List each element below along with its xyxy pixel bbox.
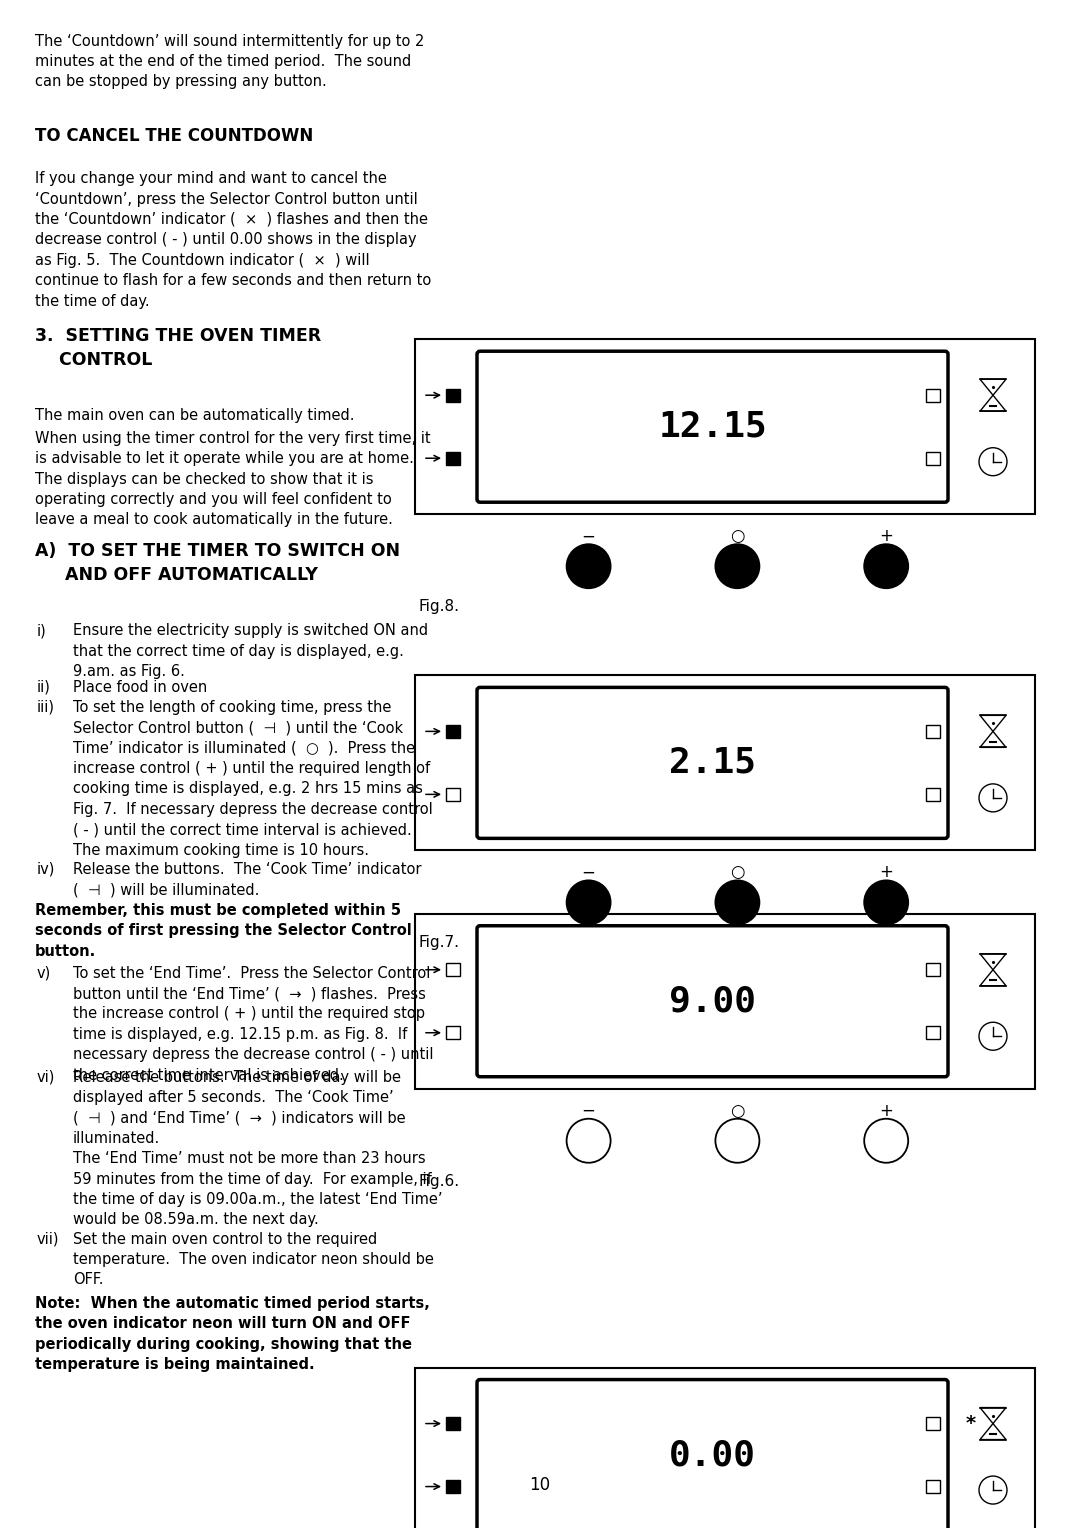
Text: Fig.8.: Fig.8. xyxy=(418,599,459,614)
Text: To set the ‘End Time’.  Press the Selector Control
button until the ‘End Time’ (: To set the ‘End Time’. Press the Selecto… xyxy=(73,966,433,1083)
Text: To set the length of cooking time, press the
Selector Control button (  ⊣  ) unt: To set the length of cooking time, press… xyxy=(73,700,433,857)
Text: ○: ○ xyxy=(730,863,744,882)
Bar xyxy=(446,724,460,738)
Circle shape xyxy=(864,544,908,588)
Text: When using the timer control for the very first time, it
is advisable to let it : When using the timer control for the ver… xyxy=(35,431,431,527)
Bar xyxy=(926,963,940,976)
Text: 9.00: 9.00 xyxy=(669,984,756,1018)
Text: 12.15: 12.15 xyxy=(658,410,767,443)
FancyBboxPatch shape xyxy=(477,351,948,503)
Text: Ensure the electricity supply is switched ON and
that the correct time of day is: Ensure the electricity supply is switche… xyxy=(73,623,428,680)
Circle shape xyxy=(978,1476,1007,1504)
Text: v): v) xyxy=(37,966,51,981)
Circle shape xyxy=(567,544,610,588)
FancyBboxPatch shape xyxy=(477,1380,948,1528)
Bar xyxy=(926,1027,940,1039)
Text: ii): ii) xyxy=(37,680,51,695)
Text: vi): vi) xyxy=(37,1070,55,1085)
Bar xyxy=(926,724,940,738)
Bar xyxy=(446,452,460,465)
Text: Remember, this must be completed within 5
seconds of first pressing the Selector: Remember, this must be completed within … xyxy=(35,903,411,960)
Text: ○: ○ xyxy=(730,527,744,545)
Bar xyxy=(446,1027,460,1039)
Circle shape xyxy=(978,448,1007,475)
Circle shape xyxy=(864,1118,908,1163)
Text: The ‘Countdown’ will sound intermittently for up to 2
minutes at the end of the : The ‘Countdown’ will sound intermittentl… xyxy=(35,34,424,90)
Text: ○: ○ xyxy=(730,1102,744,1120)
Circle shape xyxy=(978,1022,1007,1050)
Circle shape xyxy=(864,880,908,924)
Text: Set the main oven control to the required
temperature.  The oven indicator neon : Set the main oven control to the require… xyxy=(73,1232,434,1288)
FancyBboxPatch shape xyxy=(477,688,948,839)
Text: 3.  SETTING THE OVEN TIMER
    CONTROL: 3. SETTING THE OVEN TIMER CONTROL xyxy=(35,327,321,368)
Text: A)  TO SET THE TIMER TO SWITCH ON
     AND OFF AUTOMATICALLY: A) TO SET THE TIMER TO SWITCH ON AND OFF… xyxy=(35,542,400,584)
Text: +: + xyxy=(879,1102,893,1120)
Circle shape xyxy=(567,1118,610,1163)
Text: 10: 10 xyxy=(529,1476,551,1494)
Circle shape xyxy=(715,544,759,588)
Bar xyxy=(926,388,940,402)
Bar xyxy=(926,788,940,801)
Text: 0.00: 0.00 xyxy=(669,1438,756,1471)
Text: −: − xyxy=(582,1102,595,1120)
Text: *: * xyxy=(966,1413,976,1433)
Text: +: + xyxy=(879,863,893,882)
Text: Fig.6.: Fig.6. xyxy=(418,1174,459,1189)
Bar xyxy=(446,963,460,976)
Circle shape xyxy=(715,1118,759,1163)
Bar xyxy=(446,1416,460,1430)
Text: +: + xyxy=(879,527,893,545)
Text: Fig.7.: Fig.7. xyxy=(418,935,459,950)
Circle shape xyxy=(567,880,610,924)
Circle shape xyxy=(715,880,759,924)
Text: iii): iii) xyxy=(37,700,55,715)
Bar xyxy=(415,339,1035,515)
Text: TO CANCEL THE COUNTDOWN: TO CANCEL THE COUNTDOWN xyxy=(35,127,313,145)
Bar xyxy=(415,914,1035,1089)
Bar xyxy=(415,675,1035,851)
Text: −: − xyxy=(582,863,595,882)
Text: The main oven can be automatically timed.: The main oven can be automatically timed… xyxy=(35,408,354,423)
Text: iv): iv) xyxy=(37,862,55,877)
Bar xyxy=(446,788,460,801)
Text: i): i) xyxy=(37,623,46,639)
Bar xyxy=(926,452,940,465)
Circle shape xyxy=(978,784,1007,811)
Text: −: − xyxy=(582,527,595,545)
Text: Release the buttons.  The time of day will be
displayed after 5 seconds.  The ‘C: Release the buttons. The time of day wil… xyxy=(73,1070,443,1227)
Text: vii): vii) xyxy=(37,1232,59,1247)
Text: Note:  When the automatic timed period starts,
the oven indicator neon will turn: Note: When the automatic timed period st… xyxy=(35,1296,430,1372)
FancyBboxPatch shape xyxy=(477,926,948,1077)
Text: Release the buttons.  The ‘Cook Time’ indicator
(  ⊣  ) will be illuminated.: Release the buttons. The ‘Cook Time’ ind… xyxy=(73,862,421,897)
Bar xyxy=(446,1481,460,1493)
Text: 2.15: 2.15 xyxy=(669,746,756,779)
Bar xyxy=(415,1368,1035,1528)
Bar xyxy=(446,388,460,402)
Text: If you change your mind and want to cancel the
‘Countdown’, press the Selector C: If you change your mind and want to canc… xyxy=(35,171,431,309)
Bar xyxy=(926,1416,940,1430)
Bar xyxy=(926,1481,940,1493)
Text: Place food in oven: Place food in oven xyxy=(73,680,207,695)
